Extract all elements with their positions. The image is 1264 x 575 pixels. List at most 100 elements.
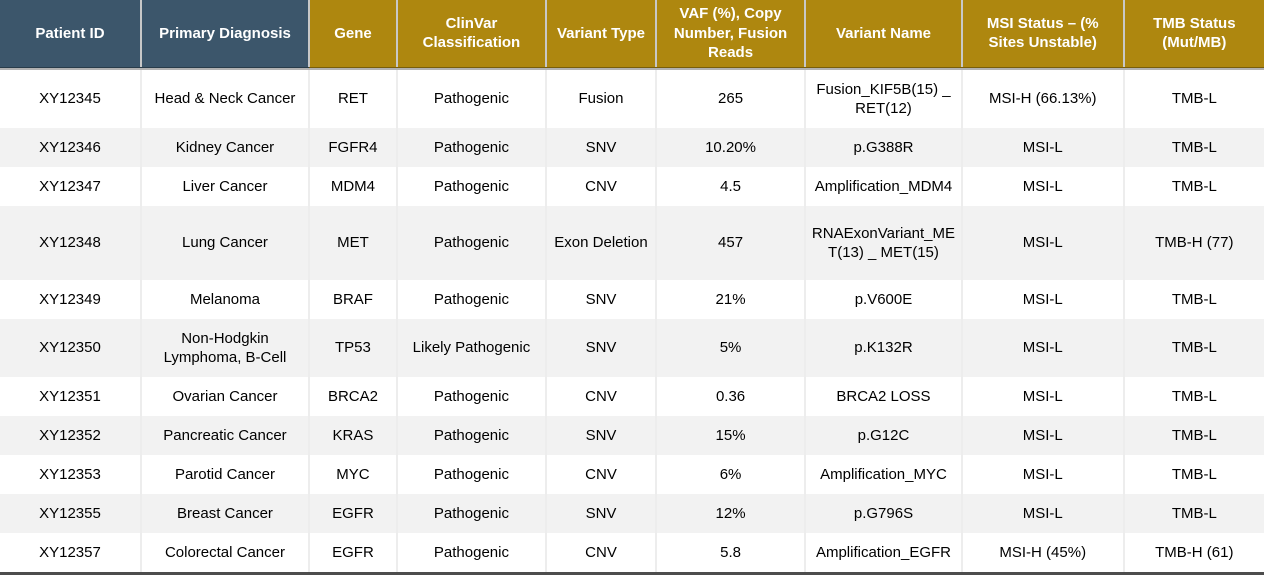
cell-patient-id: XY12348 — [0, 205, 141, 280]
cell-variant-name: p.G12C — [804, 415, 962, 455]
cell-clinvar-classification: Pathogenic — [395, 68, 547, 128]
cell-clinvar-classification: Pathogenic — [395, 166, 547, 206]
cell-gene: MYC — [308, 454, 397, 494]
column-header-vaf-copy-number-fusion-reads: VAF (%), Copy Number, Fusion Reads — [654, 0, 806, 70]
cell-gene: RET — [308, 68, 397, 128]
table-body: XY12345 Head & Neck Cancer RET Pathogenic Fu… — [0, 68, 1264, 573]
cell-variant-name: Amplification_EGFR — [804, 532, 962, 573]
header-row: Patient ID Primary Diagnosis Gene ClinVar C… — [0, 0, 1264, 70]
cell-msi-status: MSI-L — [960, 166, 1124, 206]
cell-variant-type: Fusion — [545, 68, 656, 128]
cell-patient-id: XY12346 — [0, 127, 141, 167]
column-header-msi-status: MSI Status – (% Sites Unstable) — [960, 0, 1124, 70]
cell-vaf-copy-number-fusion-reads: 21% — [654, 279, 806, 319]
cell-patient-id: XY12355 — [0, 493, 141, 533]
table-header: Patient ID Primary Diagnosis Gene ClinVar C… — [0, 0, 1264, 70]
cell-gene: FGFR4 — [308, 127, 397, 167]
cell-patient-id: XY12351 — [0, 376, 141, 416]
cell-primary-diagnosis: Head & Neck Cancer — [139, 68, 310, 128]
cell-variant-type: CNV — [545, 376, 656, 416]
cell-tmb-status: TMB-L — [1122, 454, 1264, 494]
cell-msi-status: MSI-L — [960, 415, 1124, 455]
cell-variant-type: SNV — [545, 493, 656, 533]
cell-clinvar-classification: Pathogenic — [395, 532, 547, 573]
cell-variant-name: p.K132R — [804, 318, 962, 377]
cell-variant-type: SNV — [545, 127, 656, 167]
table-row: XY12351 Ovarian Cancer BRCA2 Pathogenic CNV 0… — [0, 376, 1264, 416]
cell-vaf-copy-number-fusion-reads: 5% — [654, 318, 806, 377]
table-row: XY12352 Pancreatic Cancer KRAS Pathogenic SN… — [0, 415, 1264, 455]
cell-patient-id: XY12357 — [0, 532, 141, 573]
cell-msi-status: MSI-L — [960, 205, 1124, 280]
cell-primary-diagnosis: Lung Cancer — [139, 205, 310, 280]
cell-variant-type: CNV — [545, 454, 656, 494]
cell-vaf-copy-number-fusion-reads: 12% — [654, 493, 806, 533]
cell-primary-diagnosis: Melanoma — [139, 279, 310, 319]
cell-tmb-status: TMB-L — [1122, 279, 1264, 319]
cell-primary-diagnosis: Kidney Cancer — [139, 127, 310, 167]
cell-patient-id: XY12349 — [0, 279, 141, 319]
column-header-tmb-status: TMB Status (Mut/MB) — [1122, 0, 1264, 70]
cell-primary-diagnosis: Breast Cancer — [139, 493, 310, 533]
cell-primary-diagnosis: Non-Hodgkin Lymphoma, B-Cell — [139, 318, 310, 377]
table-row: XY12348 Lung Cancer MET Pathogenic Exon Dele… — [0, 205, 1264, 280]
cell-clinvar-classification: Pathogenic — [395, 376, 547, 416]
cell-vaf-copy-number-fusion-reads: 5.8 — [654, 532, 806, 573]
cell-primary-diagnosis: Parotid Cancer — [139, 454, 310, 494]
cell-clinvar-classification: Pathogenic — [395, 415, 547, 455]
cell-variant-name: BRCA2 LOSS — [804, 376, 962, 416]
table-row: XY12346 Kidney Cancer FGFR4 Pathogenic SNV 10… — [0, 127, 1264, 167]
cell-gene: EGFR — [308, 493, 397, 533]
cell-variant-name: p.G796S — [804, 493, 962, 533]
cell-vaf-copy-number-fusion-reads: 4.5 — [654, 166, 806, 206]
cell-variant-name: Fusion_KIF5B(15) _ RET(12) — [804, 68, 962, 128]
cell-msi-status: MSI-H (66.13%) — [960, 68, 1124, 128]
cell-msi-status: MSI-L — [960, 454, 1124, 494]
cell-variant-name: RNAExonVariant_MET(13) _ MET(15) — [804, 205, 962, 280]
cell-variant-type: SNV — [545, 415, 656, 455]
cell-gene: TP53 — [308, 318, 397, 377]
cell-patient-id: XY12350 — [0, 318, 141, 377]
cell-patient-id: XY12347 — [0, 166, 141, 206]
column-header-patient-id: Patient ID — [0, 0, 141, 70]
cell-clinvar-classification: Pathogenic — [395, 493, 547, 533]
cell-variant-name: p.V600E — [804, 279, 962, 319]
cell-variant-name: p.G388R — [804, 127, 962, 167]
cell-msi-status: MSI-L — [960, 127, 1124, 167]
cell-patient-id: XY12353 — [0, 454, 141, 494]
table-row: XY12349 Melanoma BRAF Pathogenic SNV 21% p.V60… — [0, 279, 1264, 319]
cell-tmb-status: TMB-L — [1122, 376, 1264, 416]
table-row: XY12353 Parotid Cancer MYC Pathogenic CNV 6% A… — [0, 454, 1264, 494]
cell-gene: MET — [308, 205, 397, 280]
cell-primary-diagnosis: Ovarian Cancer — [139, 376, 310, 416]
cell-msi-status: MSI-L — [960, 493, 1124, 533]
cell-vaf-copy-number-fusion-reads: 10.20% — [654, 127, 806, 167]
cell-msi-status: MSI-L — [960, 279, 1124, 319]
column-header-clinvar-classification: ClinVar Classification — [395, 0, 547, 70]
cell-tmb-status: TMB-L — [1122, 68, 1264, 128]
cell-tmb-status: TMB-H (61) — [1122, 532, 1264, 573]
cell-vaf-copy-number-fusion-reads: 15% — [654, 415, 806, 455]
cell-variant-type: SNV — [545, 318, 656, 377]
cell-tmb-status: TMB-L — [1122, 415, 1264, 455]
cell-tmb-status: TMB-L — [1122, 127, 1264, 167]
cell-variant-name: Amplification_MDM4 — [804, 166, 962, 206]
cell-primary-diagnosis: Pancreatic Cancer — [139, 415, 310, 455]
column-header-gene: Gene — [308, 0, 397, 70]
cell-tmb-status: TMB-L — [1122, 493, 1264, 533]
table-row: XY12350 Non-Hodgkin Lymphoma, B-Cell TP53 L… — [0, 318, 1264, 377]
cell-gene: BRCA2 — [308, 376, 397, 416]
cell-primary-diagnosis: Liver Cancer — [139, 166, 310, 206]
cell-variant-type: CNV — [545, 166, 656, 206]
cell-clinvar-classification: Pathogenic — [395, 279, 547, 319]
cell-tmb-status: TMB-L — [1122, 318, 1264, 377]
cell-variant-type: SNV — [545, 279, 656, 319]
cell-vaf-copy-number-fusion-reads: 6% — [654, 454, 806, 494]
cell-gene: MDM4 — [308, 166, 397, 206]
cell-patient-id: XY12345 — [0, 68, 141, 128]
cell-tmb-status: TMB-H (77) — [1122, 205, 1264, 280]
cell-clinvar-classification: Pathogenic — [395, 205, 547, 280]
table-row: XY12357 Colorectal Cancer EGFR Pathogenic CN… — [0, 532, 1264, 573]
cell-patient-id: XY12352 — [0, 415, 141, 455]
